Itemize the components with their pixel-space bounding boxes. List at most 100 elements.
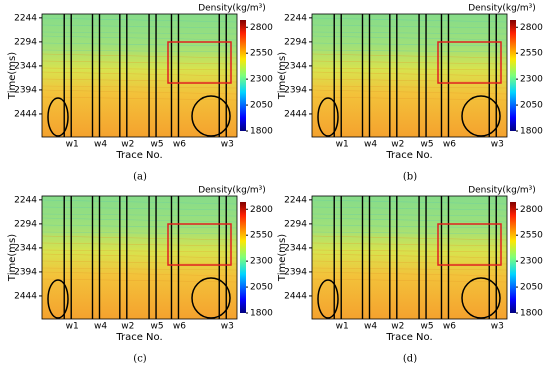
y-tick-label: 2444 xyxy=(14,109,37,119)
y-tick-label: 2344 xyxy=(284,243,307,253)
texture xyxy=(41,67,238,71)
texture xyxy=(41,89,238,95)
texture xyxy=(311,224,508,229)
texture xyxy=(41,31,238,35)
colorbar-tick-label: 2300 xyxy=(250,257,273,267)
y-tick-label: 2444 xyxy=(284,291,307,301)
y-tick-label: 2444 xyxy=(284,109,307,119)
y-tick-label: 2244 xyxy=(284,13,307,23)
y-tick-label: 2344 xyxy=(14,243,37,253)
panel: w1 w4 w2 w5 w6 w3 2244 2294 2344 2394 2444 Time(ms)… xyxy=(7,4,273,183)
texture xyxy=(311,17,508,23)
texture xyxy=(311,260,508,265)
colorbar xyxy=(510,20,516,131)
texture xyxy=(311,249,508,253)
texture xyxy=(41,278,238,283)
colorbar-tick-label: 2050 xyxy=(250,101,273,111)
texture xyxy=(311,213,508,217)
highlight-ellipse xyxy=(461,277,501,319)
highlight-box xyxy=(167,223,232,266)
plot-frame xyxy=(311,13,508,138)
y-tick-label: 2294 xyxy=(14,37,37,47)
texture xyxy=(41,249,238,253)
well-label: w4 xyxy=(364,322,377,332)
colorbar-label: Density(kg/m³) xyxy=(468,4,536,14)
colorbar xyxy=(240,202,246,313)
texture xyxy=(41,24,238,29)
texture xyxy=(311,206,508,211)
highlight-ellipse xyxy=(47,279,69,319)
y-axis-label: Time(ms) xyxy=(7,234,18,282)
colorbar-tick-label: 1800 xyxy=(520,127,543,137)
texture xyxy=(41,242,238,247)
caption: (c) xyxy=(133,354,147,365)
colorbar-tick-label: 2550 xyxy=(520,49,543,59)
plot-frame xyxy=(41,195,238,320)
texture xyxy=(41,85,238,89)
texture xyxy=(41,260,238,265)
texture xyxy=(41,17,238,23)
well-label: w3 xyxy=(491,140,504,150)
plot-frame xyxy=(311,195,508,320)
texture xyxy=(41,53,238,59)
y-tick-label: 2444 xyxy=(14,291,37,301)
x-axis-label: Trace No. xyxy=(385,150,432,161)
well-label: w1 xyxy=(66,140,79,150)
texture xyxy=(311,242,508,247)
texture xyxy=(311,253,508,259)
highlight-ellipse xyxy=(317,97,339,137)
y-axis-label: Time(ms) xyxy=(277,234,288,282)
colorbar-tick-label: 1800 xyxy=(520,309,543,319)
well-label: w3 xyxy=(221,322,234,332)
colorbar-tick-label: 2550 xyxy=(250,49,273,59)
texture xyxy=(41,213,238,217)
colorbar-tick-label: 2550 xyxy=(520,231,543,241)
well-label: w2 xyxy=(121,322,134,332)
y-tick-label: 2294 xyxy=(284,219,307,229)
highlight-ellipse xyxy=(191,95,231,137)
texture xyxy=(311,85,508,89)
colorbar-tick-label: 2050 xyxy=(250,283,273,293)
colorbar-tick-label: 2800 xyxy=(520,23,543,33)
texture xyxy=(311,67,508,71)
texture xyxy=(41,206,238,211)
texture xyxy=(311,235,508,241)
y-tick-label: 2244 xyxy=(14,195,37,205)
texture xyxy=(311,267,508,271)
caption: (a) xyxy=(133,172,147,183)
texture xyxy=(311,278,508,283)
texture xyxy=(41,49,238,53)
texture xyxy=(311,217,508,223)
texture xyxy=(311,49,508,53)
caption: (d) xyxy=(403,354,417,365)
well-label: w5 xyxy=(421,140,434,150)
well-label: w5 xyxy=(151,140,164,150)
texture xyxy=(41,71,238,77)
well-label: w4 xyxy=(94,322,107,332)
panel: w1 w4 w2 w5 w6 w3 2244 2294 2344 2394 2444 Time(ms)… xyxy=(7,186,273,365)
well-label: w2 xyxy=(391,322,404,332)
y-tick-label: 2294 xyxy=(284,37,307,47)
texture xyxy=(311,78,508,83)
texture xyxy=(311,231,508,235)
well-label: w2 xyxy=(121,140,134,150)
texture xyxy=(311,53,508,59)
x-axis-label: Trace No. xyxy=(115,332,162,343)
colorbar-tick-label: 2050 xyxy=(520,101,543,111)
colorbar-tick-label: 2050 xyxy=(520,283,543,293)
y-tick-label: 2244 xyxy=(284,195,307,205)
highlight-ellipse xyxy=(461,95,501,137)
y-axis-label: Time(ms) xyxy=(277,52,288,100)
y-tick-label: 2394 xyxy=(284,267,307,277)
highlight-ellipse xyxy=(47,97,69,137)
well-label: w6 xyxy=(173,322,186,332)
panel: w1 w4 w2 w5 w6 w3 2244 2294 2344 2394 2444 Time(ms)… xyxy=(277,186,543,365)
texture xyxy=(311,42,508,47)
texture xyxy=(41,271,238,277)
texture xyxy=(311,24,508,29)
colorbar-tick-label: 2300 xyxy=(250,75,273,85)
colorbar-label: Density(kg/m³) xyxy=(198,186,266,196)
colorbar-label: Density(kg/m³) xyxy=(468,186,536,196)
colorbar-tick-label: 2300 xyxy=(520,257,543,267)
